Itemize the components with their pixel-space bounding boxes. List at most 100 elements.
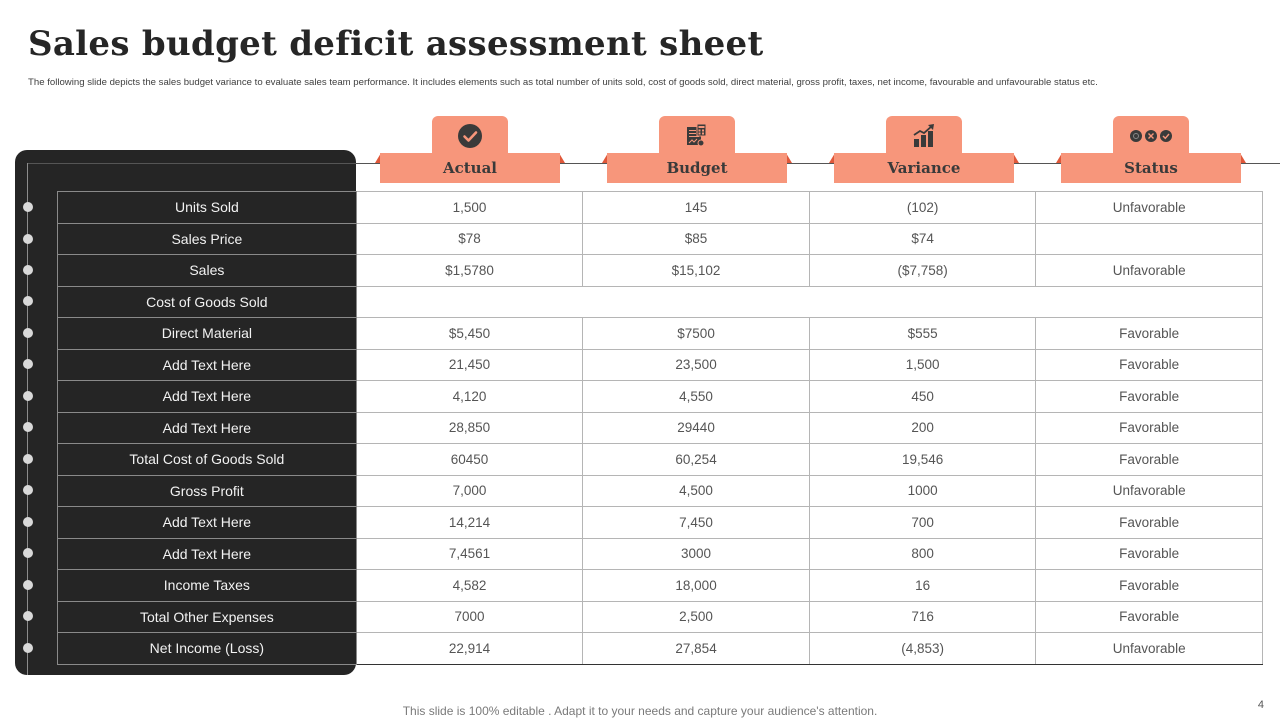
timeline-dot (23, 485, 33, 495)
actual-cell: $1,5780 (355, 254, 584, 287)
timeline-dot (23, 202, 33, 212)
variance-cell: $555 (808, 317, 1037, 350)
timeline-dot (23, 391, 33, 401)
table-row: Add Text Here 7,4561 3000 800 Favorable (57, 537, 1263, 570)
row-label: Add Text Here (57, 506, 357, 539)
variance-cell: 1,500 (808, 348, 1037, 381)
page-number: 4 (1257, 699, 1264, 711)
slide-footer-note: This slide is 100% editable . Adapt it t… (402, 704, 878, 718)
timeline-dot (23, 359, 33, 369)
timeline-dot (23, 517, 33, 527)
timeline-dot (23, 611, 33, 621)
row-label: Sales (57, 254, 357, 287)
timeline-dot (23, 422, 33, 432)
actual-cell: $5,450 (355, 317, 584, 350)
row-label: Total Cost of Goods Sold (57, 443, 357, 476)
status-cell: Favorable (1035, 569, 1263, 602)
column-label: Status (1061, 153, 1241, 183)
table-row: Total Cost of Goods Sold 60450 60,254 19… (57, 443, 1263, 476)
status-cell: Favorable (1035, 411, 1263, 444)
variance-cell: ($7,758) (808, 254, 1037, 287)
status-cell: Favorable (1035, 537, 1263, 570)
budget-cell: 23,500 (582, 348, 810, 381)
actual-cell: 7,4561 (355, 537, 584, 570)
table-row-section: Cost of Goods Sold (57, 285, 1264, 318)
slide-title: Sales budget deficit assessment sheet (28, 24, 764, 64)
timeline-dot (23, 328, 33, 338)
status-cell: Unfavorable (1035, 254, 1263, 287)
section-empty-cell (355, 285, 1264, 318)
actual-cell: 21,450 (355, 348, 584, 381)
actual-cell: 14,214 (355, 506, 584, 539)
table-row: Income Taxes 4,582 18,000 16 Favorable (57, 569, 1263, 602)
actual-cell: 7000 (355, 600, 584, 633)
row-label: Gross Profit (57, 474, 357, 507)
timeline-dot (23, 454, 33, 464)
table-row: Add Text Here 21,450 23,500 1,500 Favora… (57, 348, 1263, 381)
calculator-document-icon (659, 116, 735, 156)
row-label: Income Taxes (57, 569, 357, 602)
variance-cell: 716 (808, 600, 1037, 633)
row-label: Add Text Here (57, 348, 357, 381)
row-label: Add Text Here (57, 411, 357, 444)
status-cell (1035, 222, 1263, 255)
table-row: Add Text Here 14,214 7,450 700 Favorable (57, 506, 1263, 539)
table-row: Total Other Expenses 7000 2,500 716 Favo… (57, 600, 1263, 633)
variance-cell: 1000 (808, 474, 1037, 507)
variance-cell: 16 (808, 569, 1037, 602)
actual-cell: 28,850 (355, 411, 584, 444)
status-cell: Favorable (1035, 506, 1263, 539)
budget-cell: 60,254 (582, 443, 810, 476)
column-label: Budget (607, 153, 787, 183)
budget-cell: 29440 (582, 411, 810, 444)
timeline-dot (23, 548, 33, 558)
variance-cell: (102) (808, 191, 1037, 224)
status-cell: Unfavorable (1035, 632, 1263, 665)
timeline-dot (23, 265, 33, 275)
actual-cell: 7,000 (355, 474, 584, 507)
actual-cell: 1,500 (355, 191, 584, 224)
row-label: Net Income (Loss) (57, 632, 357, 665)
budget-cell: 145 (582, 191, 810, 224)
budget-cell: 18,000 (582, 569, 810, 602)
row-label: Direct Material (57, 317, 357, 350)
row-label: Add Text Here (57, 380, 357, 413)
table-row: Sales $1,5780 $15,102 ($7,758) Unfavorab… (57, 254, 1263, 287)
actual-cell: 4,120 (355, 380, 584, 413)
variance-cell: 19,546 (808, 443, 1037, 476)
timeline-dot (23, 580, 33, 590)
table-row: Add Text Here 4,120 4,550 450 Favorable (57, 380, 1263, 413)
check-circle-icon (432, 116, 508, 156)
status-cell: Favorable (1035, 380, 1263, 413)
budget-table: Units Sold 1,500 145 (102) Unfavorable S… (57, 191, 1264, 665)
column-label: Variance (834, 153, 1014, 183)
variance-cell: $74 (808, 222, 1037, 255)
variance-cell: 200 (808, 411, 1037, 444)
row-label: Add Text Here (57, 537, 357, 570)
status-cell: Favorable (1035, 600, 1263, 633)
variance-cell: (4,853) (808, 632, 1037, 665)
budget-cell: $15,102 (582, 254, 810, 287)
status-cell: Favorable (1035, 348, 1263, 381)
row-label: Units Sold (57, 191, 357, 224)
budget-cell: 2,500 (582, 600, 810, 633)
growth-bar-chart-icon (886, 116, 962, 156)
row-label: Sales Price (57, 222, 357, 255)
table-row: Add Text Here 28,850 29440 200 Favorable (57, 411, 1263, 444)
timeline-dot (23, 234, 33, 244)
table-row: Units Sold 1,500 145 (102) Unfavorable (57, 191, 1263, 224)
budget-cell: 7,450 (582, 506, 810, 539)
timeline-dot (23, 296, 33, 306)
status-cell: Favorable (1035, 317, 1263, 350)
slide-subtitle: The following slide depicts the sales bu… (28, 77, 1098, 88)
variance-cell: 800 (808, 537, 1037, 570)
actual-cell: 4,582 (355, 569, 584, 602)
column-label: Actual (380, 153, 560, 183)
actual-cell: $78 (355, 222, 584, 255)
budget-cell: 27,854 (582, 632, 810, 665)
budget-cell: 4,550 (582, 380, 810, 413)
timeline-rail (27, 163, 28, 675)
table-row: Gross Profit 7,000 4,500 1000 Unfavorabl… (57, 474, 1263, 507)
status-circles-icon (1113, 116, 1189, 156)
table-row: Direct Material $5,450 $7500 $555 Favora… (57, 317, 1263, 350)
